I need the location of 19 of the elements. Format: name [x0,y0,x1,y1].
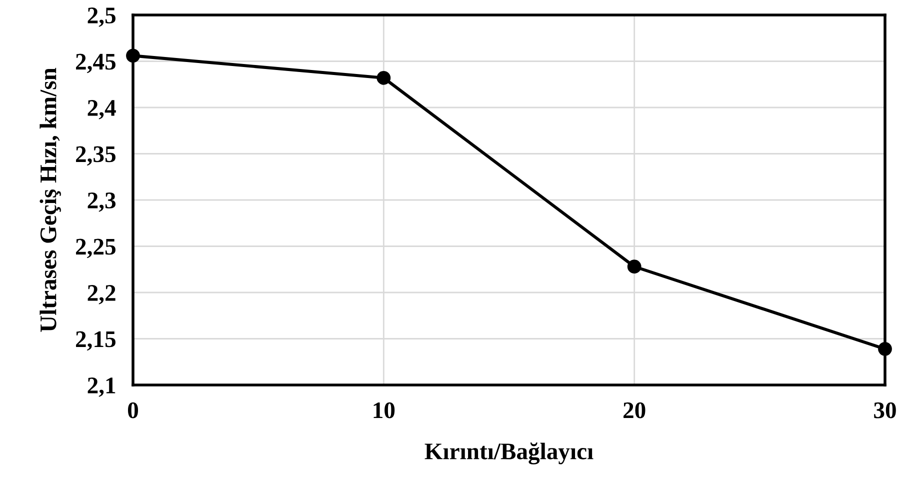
y-tick-label: 2,3 [88,192,116,212]
point [376,70,391,85]
y-tick-label: 2,15 [76,331,116,351]
y-tick-label: 2,4 [88,100,116,120]
y-tick-label: 2,1 [88,378,116,397]
point [627,260,642,274]
y-tick-label: 2,2 [88,285,116,304]
y-tick-label: 2,25 [76,238,116,258]
x-tick-label: 0 [128,402,138,418]
x-tick-label: 30 [874,402,896,418]
x-axis-title: Kırıntı/Bağlayıcı [424,442,594,464]
y-axis-title: Ultrases Geçiş Hızı, km/sn [40,68,61,332]
y-tick-label: 2,35 [76,146,116,166]
y-tick-label: 2,45 [76,54,116,74]
point [126,48,140,63]
y-tick-label: 2,5 [88,8,116,27]
point [878,342,892,356]
x-tick-label: 10 [374,402,395,418]
x-tick-label: 20 [624,402,646,418]
